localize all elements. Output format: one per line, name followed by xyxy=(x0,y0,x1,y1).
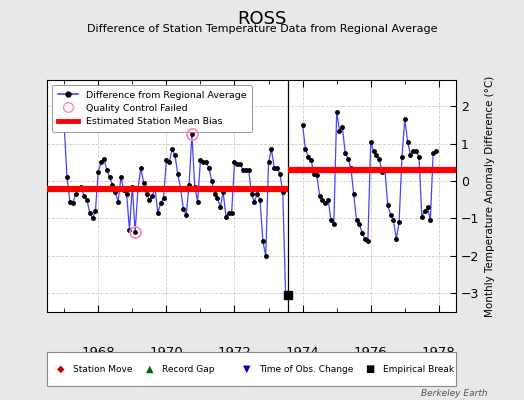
Y-axis label: Monthly Temperature Anomaly Difference (°C): Monthly Temperature Anomaly Difference (… xyxy=(485,75,495,317)
Text: Berkeley Earth: Berkeley Earth xyxy=(421,389,487,398)
Text: ■: ■ xyxy=(365,364,374,374)
Text: ▲: ▲ xyxy=(146,364,153,374)
Text: 1968: 1968 xyxy=(81,346,115,359)
Text: Time of Obs. Change: Time of Obs. Change xyxy=(259,364,354,374)
Text: ROSS: ROSS xyxy=(237,10,287,28)
Text: 1978: 1978 xyxy=(422,346,456,359)
Text: Empirical Break: Empirical Break xyxy=(383,364,454,374)
Text: Record Gap: Record Gap xyxy=(162,364,215,374)
Text: Station Move: Station Move xyxy=(73,364,133,374)
Text: 1970: 1970 xyxy=(149,346,183,359)
Text: ◆: ◆ xyxy=(57,364,64,374)
Text: 1972: 1972 xyxy=(217,346,252,359)
Text: ▼: ▼ xyxy=(243,364,250,374)
Text: Difference of Station Temperature Data from Regional Average: Difference of Station Temperature Data f… xyxy=(87,24,437,34)
Text: 1974: 1974 xyxy=(286,346,320,359)
Text: 1976: 1976 xyxy=(354,346,388,359)
Legend: Difference from Regional Average, Quality Control Failed, Estimated Station Mean: Difference from Regional Average, Qualit… xyxy=(52,85,252,132)
